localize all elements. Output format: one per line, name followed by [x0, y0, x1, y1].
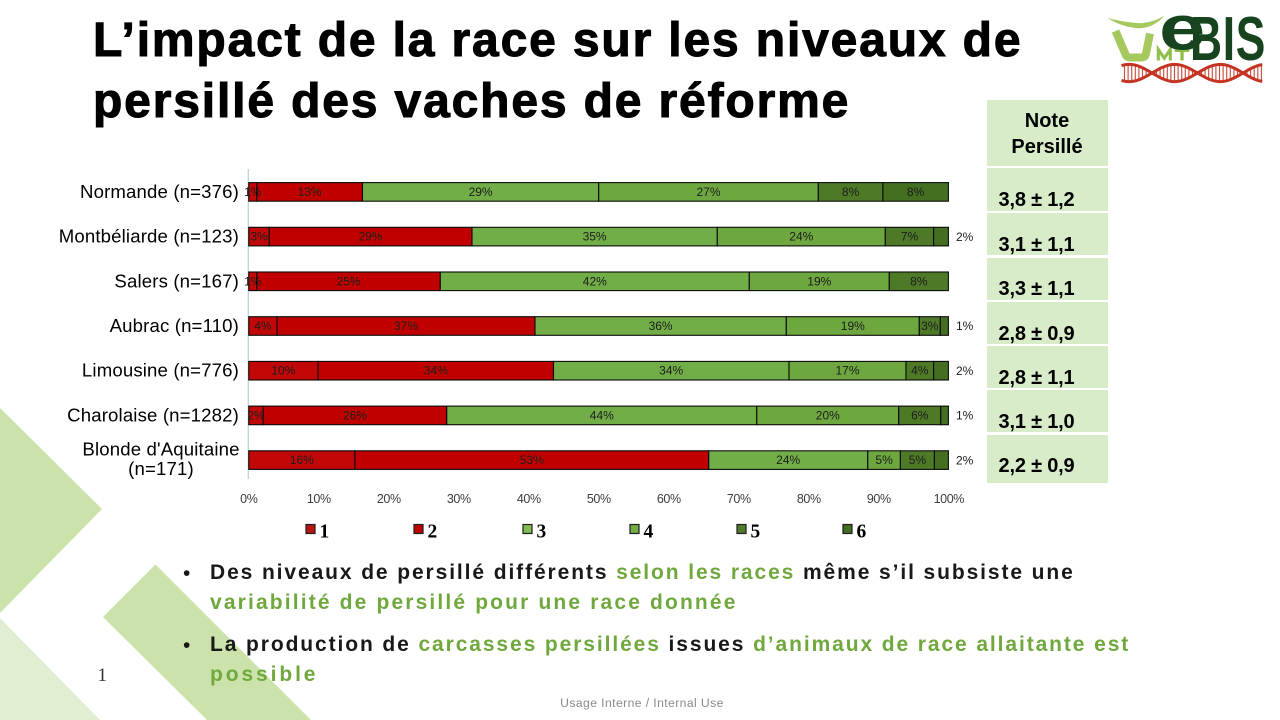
svg-text:e: e: [1159, 5, 1205, 63]
svg-text:1%: 1%: [956, 409, 974, 423]
svg-text:30%: 30%: [447, 492, 471, 506]
svg-text:Charolaise (n=1282): Charolaise (n=1282): [67, 404, 239, 425]
svg-text:4%: 4%: [911, 364, 929, 378]
svg-text:35%: 35%: [583, 230, 607, 244]
svg-text:(n=171): (n=171): [128, 458, 194, 479]
svg-text:2%: 2%: [956, 453, 974, 467]
svg-text:1%: 1%: [956, 319, 974, 333]
svg-text:6%: 6%: [911, 408, 929, 422]
svg-text:8%: 8%: [910, 274, 928, 288]
svg-text:Aubrac (n=110): Aubrac (n=110): [110, 315, 239, 336]
svg-text:34%: 34%: [659, 364, 683, 378]
svg-text:19%: 19%: [841, 319, 865, 333]
svg-text:2%: 2%: [956, 364, 974, 378]
svg-text:10%: 10%: [271, 364, 295, 378]
svg-text:37%: 37%: [394, 319, 418, 333]
svg-text:5%: 5%: [875, 453, 893, 467]
svg-text:25%: 25%: [336, 274, 360, 288]
svg-text:24%: 24%: [776, 453, 800, 467]
svg-text:34%: 34%: [424, 364, 448, 378]
svg-text:10%: 10%: [307, 492, 331, 506]
svg-text:70%: 70%: [727, 492, 751, 506]
svg-text:27%: 27%: [696, 185, 720, 199]
svg-text:20%: 20%: [377, 492, 401, 506]
svg-text:7%: 7%: [901, 230, 919, 244]
svg-text:13%: 13%: [298, 185, 322, 199]
svg-text:44%: 44%: [590, 408, 614, 422]
svg-text:5%: 5%: [909, 453, 927, 467]
svg-text:29%: 29%: [469, 185, 493, 199]
svg-text:2: 2: [428, 522, 438, 543]
svg-text:4: 4: [644, 522, 654, 543]
svg-text:1%: 1%: [244, 274, 262, 288]
svg-text:6: 6: [857, 522, 867, 543]
svg-text:3: 3: [537, 522, 547, 543]
svg-text:5: 5: [751, 522, 761, 543]
svg-text:29%: 29%: [359, 230, 383, 244]
svg-text:Limousine (n=776): Limousine (n=776): [82, 360, 239, 381]
svg-text:Normande (n=376): Normande (n=376): [80, 181, 239, 202]
svg-text:17%: 17%: [835, 364, 859, 378]
svg-text:90%: 90%: [867, 492, 891, 506]
svg-text:100%: 100%: [934, 492, 965, 506]
svg-text:Montbéliarde (n=123): Montbéliarde (n=123): [59, 226, 239, 247]
svg-text:0%: 0%: [240, 492, 258, 506]
svg-text:3%: 3%: [921, 319, 939, 333]
svg-text:19%: 19%: [807, 274, 831, 288]
svg-text:2%: 2%: [247, 408, 265, 422]
svg-text:20%: 20%: [816, 408, 840, 422]
svg-text:36%: 36%: [649, 319, 673, 333]
svg-text:1%: 1%: [244, 185, 262, 199]
svg-text:2%: 2%: [956, 230, 974, 244]
svg-text:53%: 53%: [520, 453, 544, 467]
svg-text:Blonde d'Aquitaine: Blonde d'Aquitaine: [82, 438, 239, 459]
svg-text:26%: 26%: [343, 408, 367, 422]
svg-text:8%: 8%: [907, 185, 925, 199]
svg-text:4%: 4%: [254, 319, 272, 333]
svg-text:Salers (n=167): Salers (n=167): [114, 270, 239, 291]
svg-text:3%: 3%: [250, 230, 268, 244]
svg-text:8%: 8%: [842, 185, 860, 199]
svg-text:BIS: BIS: [1190, 5, 1266, 74]
svg-text:60%: 60%: [657, 492, 681, 506]
svg-text:24%: 24%: [789, 230, 813, 244]
svg-text:16%: 16%: [290, 453, 314, 467]
svg-text:1: 1: [320, 522, 330, 543]
svg-text:40%: 40%: [517, 492, 541, 506]
svg-text:50%: 50%: [587, 492, 611, 506]
svg-text:42%: 42%: [583, 274, 607, 288]
svg-text:80%: 80%: [797, 492, 821, 506]
